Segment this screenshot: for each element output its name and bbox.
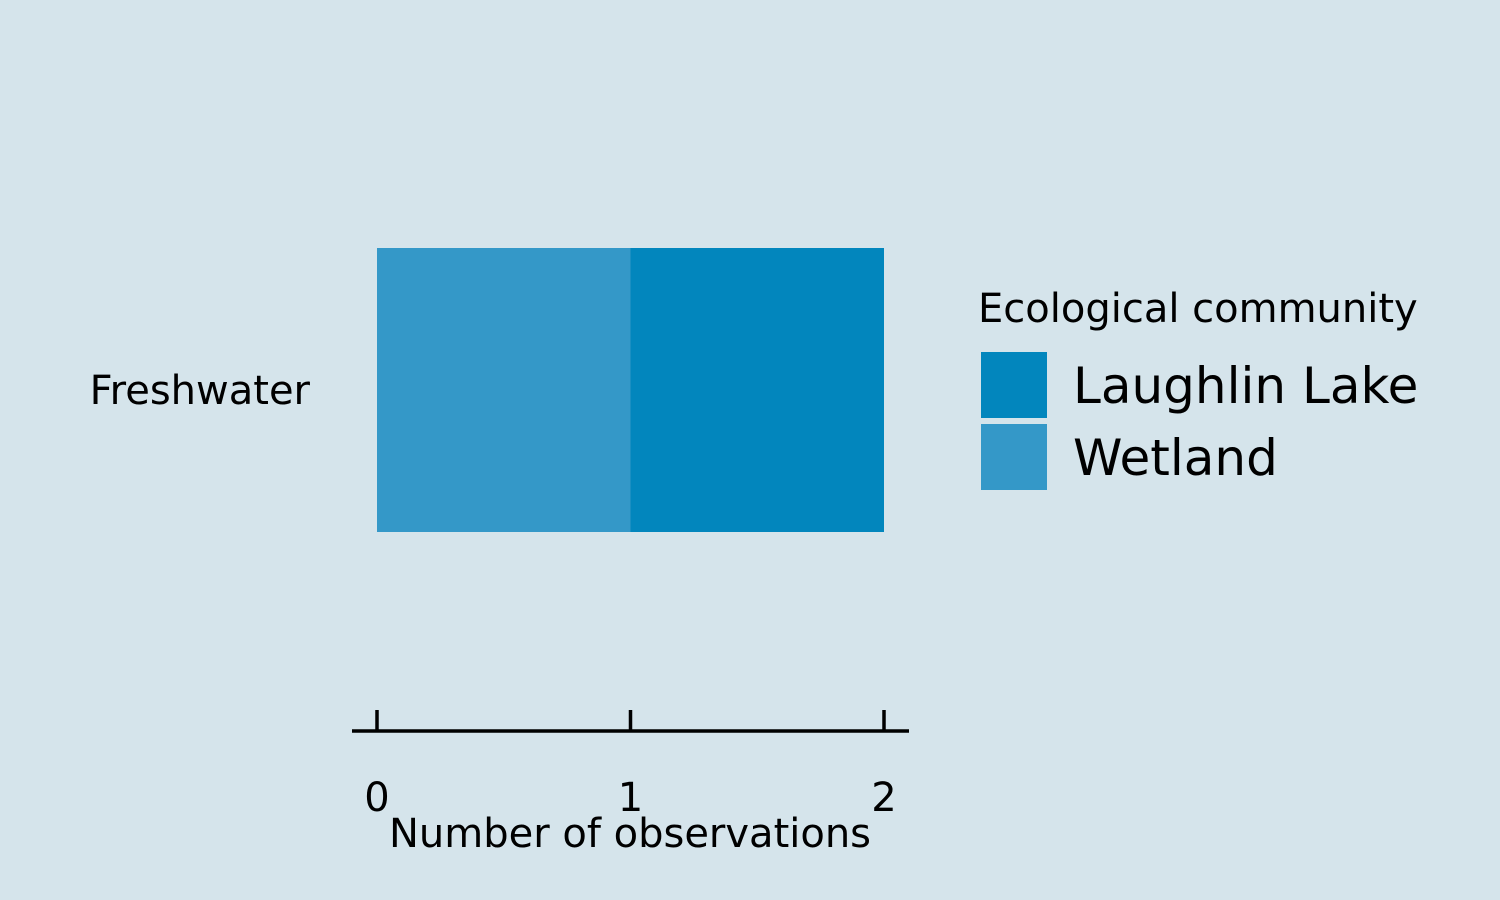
x-axis-title: Number of observations bbox=[389, 811, 871, 857]
legend: Ecological community Laughlin Lake Wetlan… bbox=[978, 286, 1418, 490]
y-category-labels: Freshwater bbox=[90, 368, 311, 414]
x-tick-label: 0 bbox=[364, 775, 389, 821]
bar-freshwater-laughlin-lake bbox=[630, 248, 884, 532]
bar-freshwater-wetland bbox=[377, 248, 631, 532]
bars-group bbox=[377, 248, 884, 532]
legend-label-wetland: Wetland bbox=[1073, 429, 1278, 487]
legend-swatch-laughlin-lake bbox=[981, 352, 1047, 418]
legend-title: Ecological community bbox=[978, 286, 1418, 332]
x-tick-label: 1 bbox=[618, 775, 643, 821]
legend-swatch-wetland bbox=[981, 424, 1047, 490]
x-axis: 0 1 2 bbox=[352, 710, 909, 821]
x-tick-label: 2 bbox=[871, 775, 896, 821]
y-tick-label: Freshwater bbox=[90, 368, 311, 414]
legend-label-laughlin-lake: Laughlin Lake bbox=[1073, 357, 1418, 415]
